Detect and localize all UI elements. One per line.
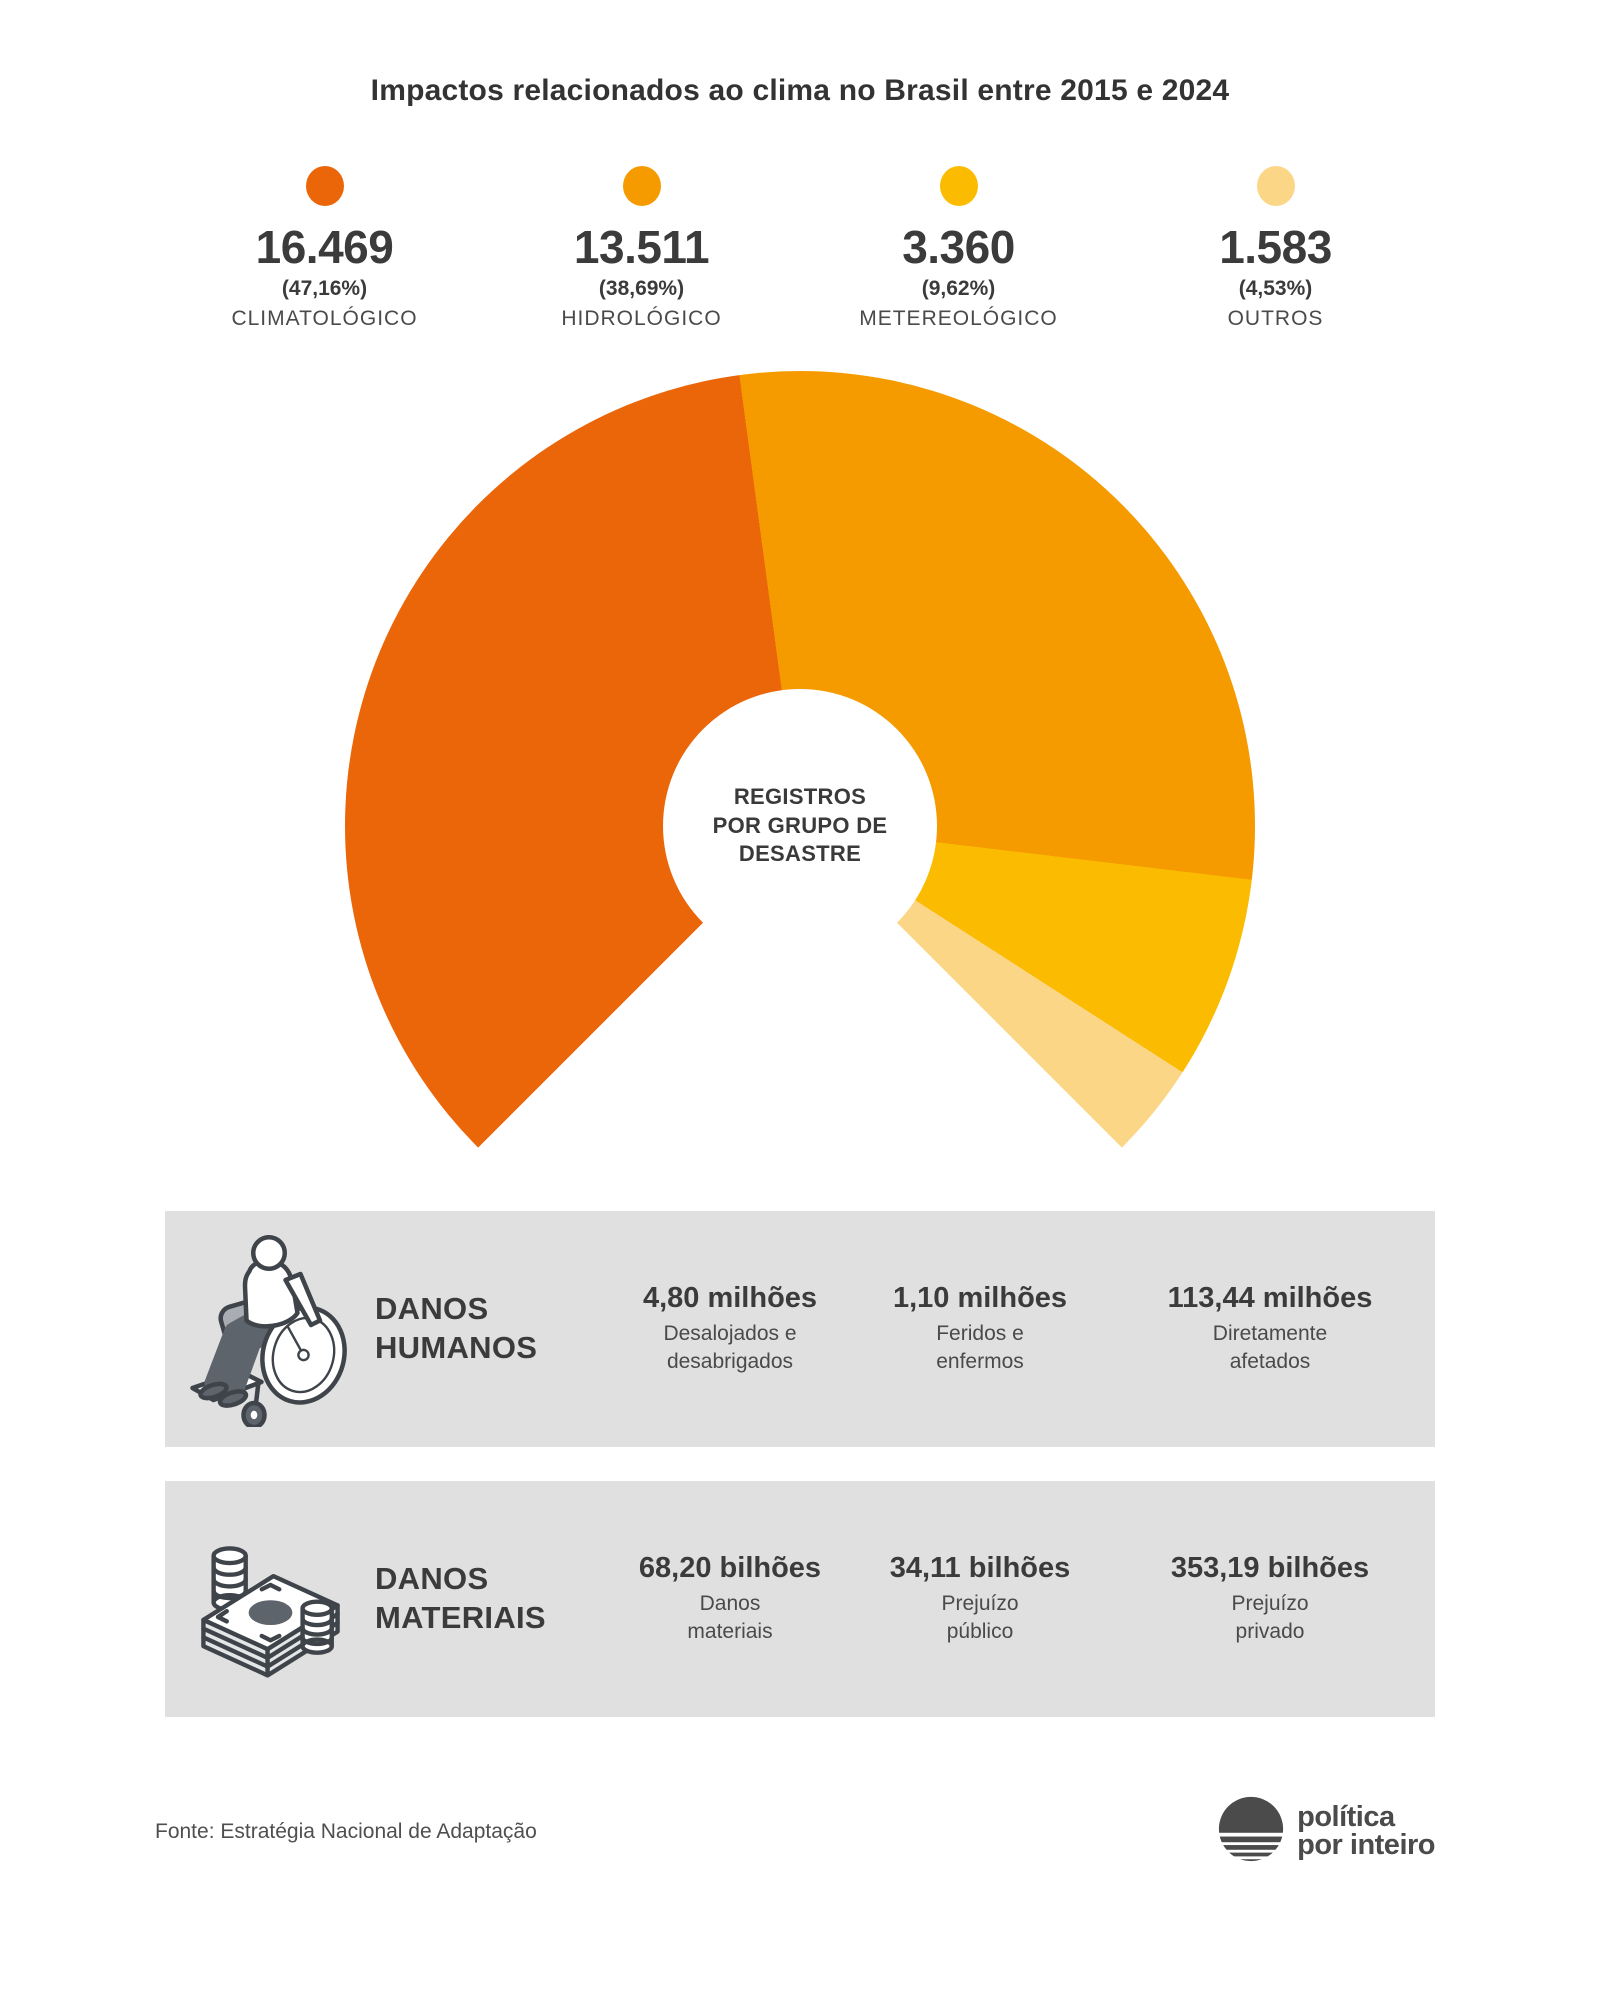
legend-label: METEREOLÓGICO: [859, 307, 1058, 330]
legend-dot-hidrologico: [622, 166, 661, 206]
stat-value: 4,80 milhões: [642, 1281, 818, 1314]
stat-value: 68,20 bilhões: [638, 1551, 822, 1584]
wheelchair-icon: [165, 1232, 375, 1427]
danos-materiais-row: DANOS MATERIAIS 68,20 bilhões Danos mate…: [165, 1481, 1435, 1717]
stat-afetados: 113,44 milhões Diretamente afetados: [1105, 1282, 1435, 1377]
stat-value: 353,19 bilhões: [1170, 1551, 1370, 1584]
stat-prejuizo-privado: 353,19 bilhões Prejuízo privado: [1105, 1552, 1435, 1647]
stat-caption: Danos materiais: [687, 1591, 773, 1643]
danos-humanos-title: DANOS HUMANOS: [375, 1291, 538, 1365]
legend-item-metereologico: 3.360 (9,62%) METEREOLÓGICO: [800, 166, 1117, 331]
stat-prejuizo-publico: 34,11 bilhões Prejuízo público: [855, 1552, 1105, 1647]
logo-wordmark: política por inteiro: [1297, 1800, 1435, 1861]
danos-humanos-row: DANOS HUMANOS 4,80 milhões Desalojados e…: [165, 1211, 1435, 1447]
sun-stripes-logo-icon: [1217, 1795, 1285, 1868]
stat-caption: Prejuízo público: [941, 1591, 1019, 1643]
stat-value: 1,10 milhões: [892, 1281, 1068, 1314]
donut-center-label: REGISTROS POR GRUPO DE DESASTRE: [712, 784, 888, 867]
stat-desalojados: 4,80 milhões Desalojados e desabrigados: [605, 1282, 855, 1377]
stat-value: 34,11 bilhões: [889, 1551, 1071, 1584]
donut-center: REGISTROS POR GRUPO DE DESASTRE: [663, 689, 937, 963]
stat-caption: Prejuízo privado: [1231, 1591, 1309, 1643]
legend-value: 3.360: [902, 221, 1015, 273]
legend-dot-metereologico: [939, 166, 978, 206]
legend-item-outros: 1.583 (4,53%) OUTROS: [1117, 166, 1434, 331]
donut-gauge-chart: REGISTROS POR GRUPO DE DESASTRE: [0, 371, 1600, 1211]
stat-value: 113,44 milhões: [1167, 1281, 1373, 1314]
chart-legend: 16.469 (47,16%) CLIMATOLÓGICO 13.511 (38…: [166, 166, 1434, 331]
legend-item-climatologico: 16.469 (47,16%) CLIMATOLÓGICO: [166, 166, 483, 331]
source-note: Fonte: Estratégia Nacional de Adaptação: [155, 1819, 537, 1843]
legend-value: 1.583: [1219, 221, 1332, 273]
legend-label: HIDROLÓGICO: [561, 307, 722, 330]
legend-pct: (9,62%): [921, 277, 996, 300]
legend-value: 13.511: [573, 221, 710, 273]
stat-feridos: 1,10 milhões Feridos e enfermos: [855, 1282, 1105, 1377]
legend-pct: (38,69%): [598, 277, 685, 300]
legend-dot-outros: [1256, 166, 1295, 206]
politica-por-inteiro-logo: política por inteiro: [1217, 1795, 1435, 1868]
legend-value: 16.469: [255, 221, 394, 273]
money-icon: [165, 1512, 375, 1687]
legend-item-hidrologico: 13.511 (38,69%) HIDROLÓGICO: [483, 166, 800, 331]
footer: Fonte: Estratégia Nacional de Adaptação …: [155, 1795, 1435, 1868]
legend-dot-climatologico: [305, 166, 344, 206]
legend-pct: (47,16%): [281, 277, 368, 300]
legend-pct: (4,53%): [1238, 277, 1313, 300]
page-title: Impactos relacionados ao clima no Brasil…: [370, 74, 1230, 107]
danos-materiais-title: DANOS MATERIAIS: [375, 1561, 546, 1635]
legend-label: OUTROS: [1227, 307, 1324, 330]
stat-caption: Desalojados e desabrigados: [663, 1321, 797, 1373]
legend-label: CLIMATOLÓGICO: [231, 307, 418, 330]
stat-danos-materiais: 68,20 bilhões Danos materiais: [605, 1552, 855, 1647]
stat-caption: Feridos e enfermos: [936, 1321, 1024, 1373]
stat-caption: Diretamente afetados: [1212, 1321, 1328, 1373]
